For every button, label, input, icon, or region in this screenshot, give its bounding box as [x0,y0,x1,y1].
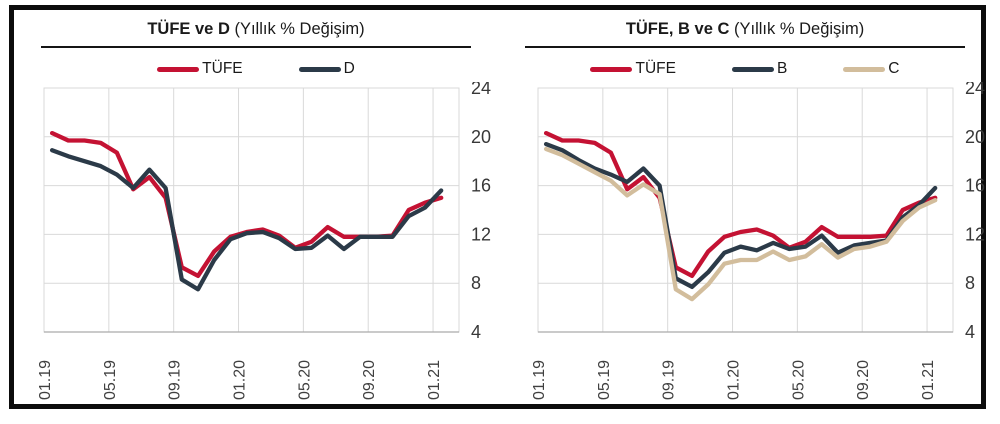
x-axis-labels: 01.19 05.19 09.19 01.20 05.20 09.20 01.21 [37,360,443,400]
chart-title: TÜFE, B ve C (Yıllık % Değişim) [498,17,992,41]
plot-border [43,87,460,333]
chart-legend: TÜFE B C [498,57,992,81]
x-axis-label: 05.19 [596,360,613,400]
y-axis-label: 8 [471,273,481,293]
chart-title-sub: (Yıllık % Değişim) [229,20,365,38]
series-line-c [543,146,938,302]
x-axis-label: 01.19 [37,360,54,400]
legend-label: D [343,60,355,77]
y-axis-label: 20 [965,127,985,147]
y-axis-label: 16 [471,176,491,196]
x-axis-label: 01.20 [726,360,743,400]
chart-title-main: TÜFE, B ve C [625,20,730,38]
x-axis-label: 05.19 [102,360,119,400]
x-axis-label: 05.20 [790,360,807,400]
y-axis-label: 20 [471,127,491,147]
plot-border [537,87,954,333]
x-axis-label: 01.19 [531,360,548,400]
y-axis-labels: 24 20 16 12 8 4 [965,82,985,342]
chart-frame: TÜFE ve D (Yıllık % Değişim) TÜFE D 24 20 1… [9,5,986,409]
x-axis-labels: 01.19 05.19 09.19 01.20 05.20 09.20 01.21 [531,360,937,400]
series-line-tüfe [543,130,938,279]
left-chart-panel: TÜFE ve D (Yıllık % Değişim) TÜFE D 24 20 1… [14,10,498,404]
right-chart-panel: TÜFE, B ve C (Yıllık % Değişim) TÜFE B C 2… [498,10,992,404]
legend-label: B [776,60,788,77]
title-underline [525,46,965,48]
x-axis-label: 05.20 [296,360,313,400]
legend-line-swatch [157,66,200,72]
vertical-gridlines [108,88,434,332]
chart-title: TÜFE ve D (Yıllık % Değişim) [14,17,498,41]
legend-label: C [888,60,900,77]
legend-item-b: B [731,60,788,78]
x-axis-label: 01.21 [426,360,443,400]
legend-line-swatch [298,66,341,72]
legend-item-tüfe: TÜFE [157,60,243,78]
x-axis-label: 09.19 [167,360,184,400]
legend-item-tüfe: TÜFE [590,60,676,78]
x-axis-label: 01.21 [920,360,937,400]
series-line-d [49,148,444,292]
legend-label: TÜFE [635,60,676,77]
x-axis-label: 09.19 [661,360,678,400]
legend-label: TÜFE [202,60,243,77]
y-axis-labels: 24 20 16 12 8 4 [471,82,491,342]
y-axis-label: 16 [965,176,985,196]
series-line-tüfe [49,130,444,279]
chart-title-sub: (Yıllık % Değişim) [729,20,865,38]
y-axis-label: 12 [471,224,491,244]
y-axis-label: 4 [471,322,481,342]
series-line-b [543,141,938,290]
legend-line-swatch [590,66,633,72]
y-axis-label: 8 [965,273,975,293]
vertical-gridlines [602,88,928,332]
title-underline [40,46,472,48]
y-axis-label: 24 [965,82,985,98]
chart-plot: 24 20 16 12 8 4 01.19 05.19 09.19 01.20 05.20 09.20… [37,82,491,400]
chart-plot: 24 20 16 12 8 4 01.19 05.19 09.19 01.20 05.20 09.20… [531,82,985,400]
y-axis-label: 4 [965,322,975,342]
x-axis-label: 01.20 [232,360,249,400]
y-axis-label: 12 [965,224,985,244]
legend-line-swatch [731,66,774,72]
x-axis-label: 09.20 [361,360,378,400]
legend-line-swatch [843,66,886,72]
legend-item-c: C [843,60,900,78]
horizontal-gridlines [44,136,459,284]
x-axis-label: 09.20 [855,360,872,400]
chart-legend: TÜFE D [14,57,498,81]
legend-item-d: D [298,60,355,78]
chart-title-main: TÜFE ve D [147,20,230,38]
y-axis-label: 24 [471,82,491,98]
